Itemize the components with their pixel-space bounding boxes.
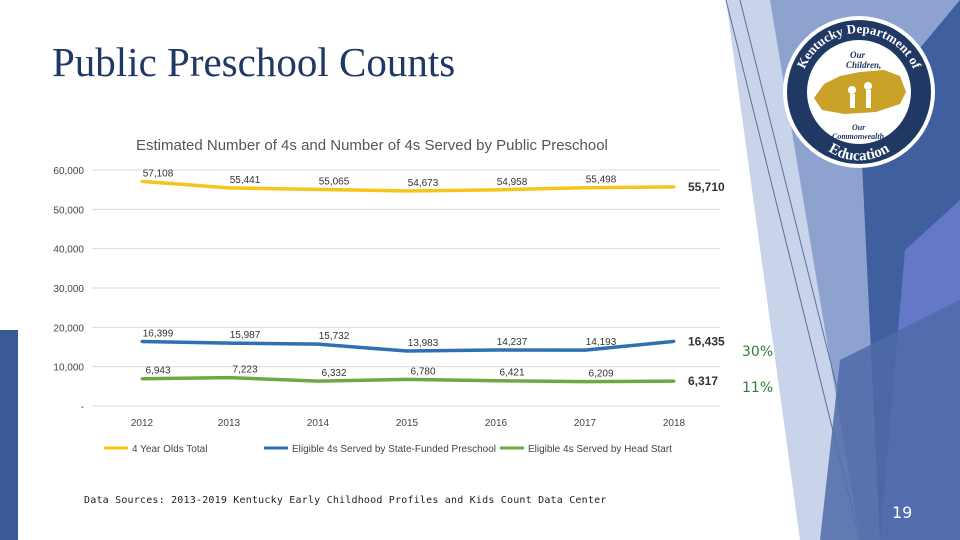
data-point	[316, 342, 320, 346]
data-label: 14,237	[497, 337, 528, 348]
data-label: 6,780	[410, 366, 435, 377]
data-point	[494, 379, 498, 383]
data-label: 6,421	[499, 368, 524, 379]
data-label: 6,317	[688, 374, 718, 388]
data-point	[227, 186, 231, 190]
x-tick-label: 2015	[396, 418, 419, 429]
data-point	[316, 187, 320, 191]
data-source-note: Data Sources: 2013-2019 Kentucky Early C…	[84, 495, 607, 506]
data-label: 54,673	[408, 178, 439, 189]
logo-text-our2: Our	[852, 123, 866, 132]
data-label: 55,498	[586, 175, 617, 186]
x-tick-label: 2012	[131, 418, 154, 429]
state-funded-percent: 30%	[742, 344, 774, 360]
data-point	[140, 179, 144, 183]
data-point	[405, 349, 409, 353]
y-tick-label: 60,000	[53, 166, 84, 177]
data-label: 14,193	[586, 337, 617, 348]
data-point	[494, 188, 498, 192]
data-label: 13,983	[408, 338, 439, 349]
data-point	[583, 186, 587, 190]
y-tick-label: 30,000	[53, 284, 84, 295]
data-label: 6,943	[145, 366, 170, 377]
y-tick-label: 50,000	[53, 205, 84, 216]
data-point	[140, 377, 144, 381]
logo-text-children: Children,	[846, 60, 881, 70]
logo-text-our: Our	[850, 50, 866, 60]
data-label: 55,065	[319, 176, 350, 187]
data-label: 7,223	[232, 365, 257, 376]
data-point	[227, 341, 231, 345]
data-point	[405, 377, 409, 381]
data-label: 16,435	[688, 334, 725, 348]
y-tick-label: 40,000	[53, 245, 84, 256]
legend-label: 4 Year Olds Total	[132, 444, 207, 455]
data-label: 6,209	[588, 369, 613, 380]
data-point	[316, 379, 320, 383]
data-label: 55,710	[688, 180, 725, 194]
legend-label: Eligible 4s Served by State-Funded Presc…	[292, 444, 496, 455]
data-point	[672, 339, 676, 343]
x-tick-label: 2018	[663, 418, 686, 429]
logo-text-commonwealth: Commonwealth	[832, 132, 885, 141]
data-label: 55,441	[230, 175, 261, 186]
data-point	[140, 339, 144, 343]
data-label: 54,958	[497, 177, 528, 188]
x-tick-label: 2014	[307, 418, 330, 429]
slide-title: Public Preschool Counts	[52, 39, 456, 85]
data-label: 15,987	[230, 330, 261, 341]
kde-logo: Kentucky Department of Our Children, Our…	[783, 16, 935, 168]
data-point	[583, 380, 587, 384]
data-point	[227, 376, 231, 380]
data-label: 15,732	[319, 331, 350, 342]
data-label: 57,108	[143, 168, 174, 179]
data-point	[583, 348, 587, 352]
legend-label: Eligible 4s Served by Head Start	[528, 444, 672, 455]
data-point	[672, 185, 676, 189]
x-tick-label: 2016	[485, 418, 508, 429]
y-tick-label: 20,000	[53, 323, 84, 334]
head-start-percent: 11%	[742, 380, 774, 396]
data-label: 16,399	[143, 328, 174, 339]
data-point	[672, 379, 676, 383]
page-number: 19	[892, 503, 913, 522]
data-label: 6,332	[321, 368, 346, 379]
data-point	[405, 189, 409, 193]
x-tick-label: 2013	[218, 418, 241, 429]
chart-title: Estimated Number of 4s and Number of 4s …	[136, 137, 608, 154]
y-tick-label: -	[81, 402, 84, 413]
data-point	[494, 348, 498, 352]
x-tick-label: 2017	[574, 418, 597, 429]
y-tick-label: 10,000	[53, 363, 84, 374]
